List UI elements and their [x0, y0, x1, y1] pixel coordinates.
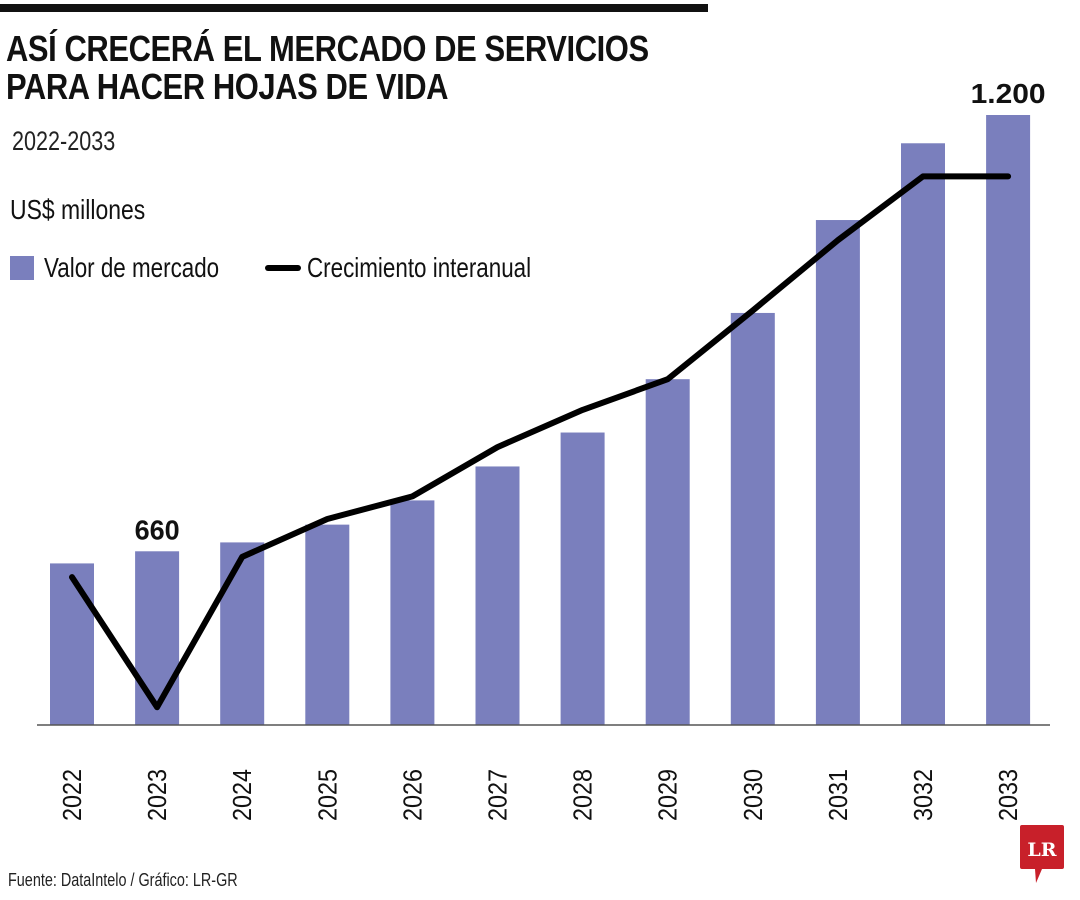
x-tick-label-2030: 2030	[738, 769, 768, 821]
x-tick-label-2029: 2029	[653, 769, 683, 821]
bar-2023	[135, 551, 180, 725]
bar-2022	[50, 563, 94, 725]
x-tick-label-3032: 3032	[908, 769, 938, 821]
bar-2024	[220, 542, 265, 725]
x-tick-labels: 2022 2023 2024 2025 2026 2027 2028 2029 2030 2031…	[57, 769, 1023, 821]
top-rule	[0, 4, 708, 12]
legend-label-market-value: Valor de mercado	[44, 252, 220, 283]
x-tick-label-2023: 2023	[142, 769, 172, 821]
x-tick-label-2024: 2024	[227, 769, 257, 821]
chart-title: ASÍ CRECERÁ EL MERCADO DE SERVICIOS PARA…	[6, 30, 649, 106]
x-tick-label-2028: 2028	[568, 769, 598, 821]
data-label-2033: 1.200	[971, 78, 1046, 109]
bar-2033	[986, 115, 1031, 725]
data-label-2023: 660	[135, 514, 180, 545]
chart-title-line-2: PARA HACER HOJAS DE VIDA	[6, 66, 449, 107]
chart-subtitle: 2022-2033	[12, 126, 116, 156]
legend-label-growth: Crecimiento interanual	[307, 252, 532, 283]
data-labels: 660 1.200	[135, 78, 1046, 545]
legend-item-market-value: Valor de mercado	[10, 252, 263, 284]
lr-logo-icon: LR	[1020, 825, 1064, 883]
bar-2030	[730, 312, 775, 725]
x-tick-label-2027: 2027	[483, 769, 513, 821]
growth-line	[69, 173, 1012, 711]
x-tick-label-2025: 2025	[312, 769, 342, 821]
units-label: US$ millones	[10, 194, 146, 225]
x-tick-label-2031: 2031	[823, 769, 853, 821]
bar-2026	[390, 500, 435, 725]
bar-2031	[815, 220, 860, 725]
chart-title-line-1: ASÍ CRECERÁ EL MERCADO DE SERVICIOS	[6, 28, 649, 69]
x-tick-label-2026: 2026	[397, 769, 427, 821]
bar-3032	[901, 143, 945, 726]
bar-2025	[305, 524, 350, 725]
bar-2027	[475, 466, 520, 725]
legend: Valor de mercado Crecimiento interanual	[10, 252, 570, 288]
line-swatch-icon	[265, 265, 301, 271]
logo-text: LR	[1027, 839, 1056, 861]
bar-swatch-icon	[10, 256, 34, 280]
x-tick-label-2033: 2033	[993, 769, 1023, 821]
line-series-group	[69, 173, 1012, 711]
source-note: Fuente: DataIntelo / Gráfico: LR-GR	[8, 870, 238, 890]
x-tick-label-2022: 2022	[57, 769, 87, 821]
bar-series	[50, 115, 1031, 726]
bar-2028	[560, 432, 605, 725]
bar-2029	[645, 379, 690, 725]
legend-item-growth: Crecimiento interanual	[265, 252, 587, 284]
